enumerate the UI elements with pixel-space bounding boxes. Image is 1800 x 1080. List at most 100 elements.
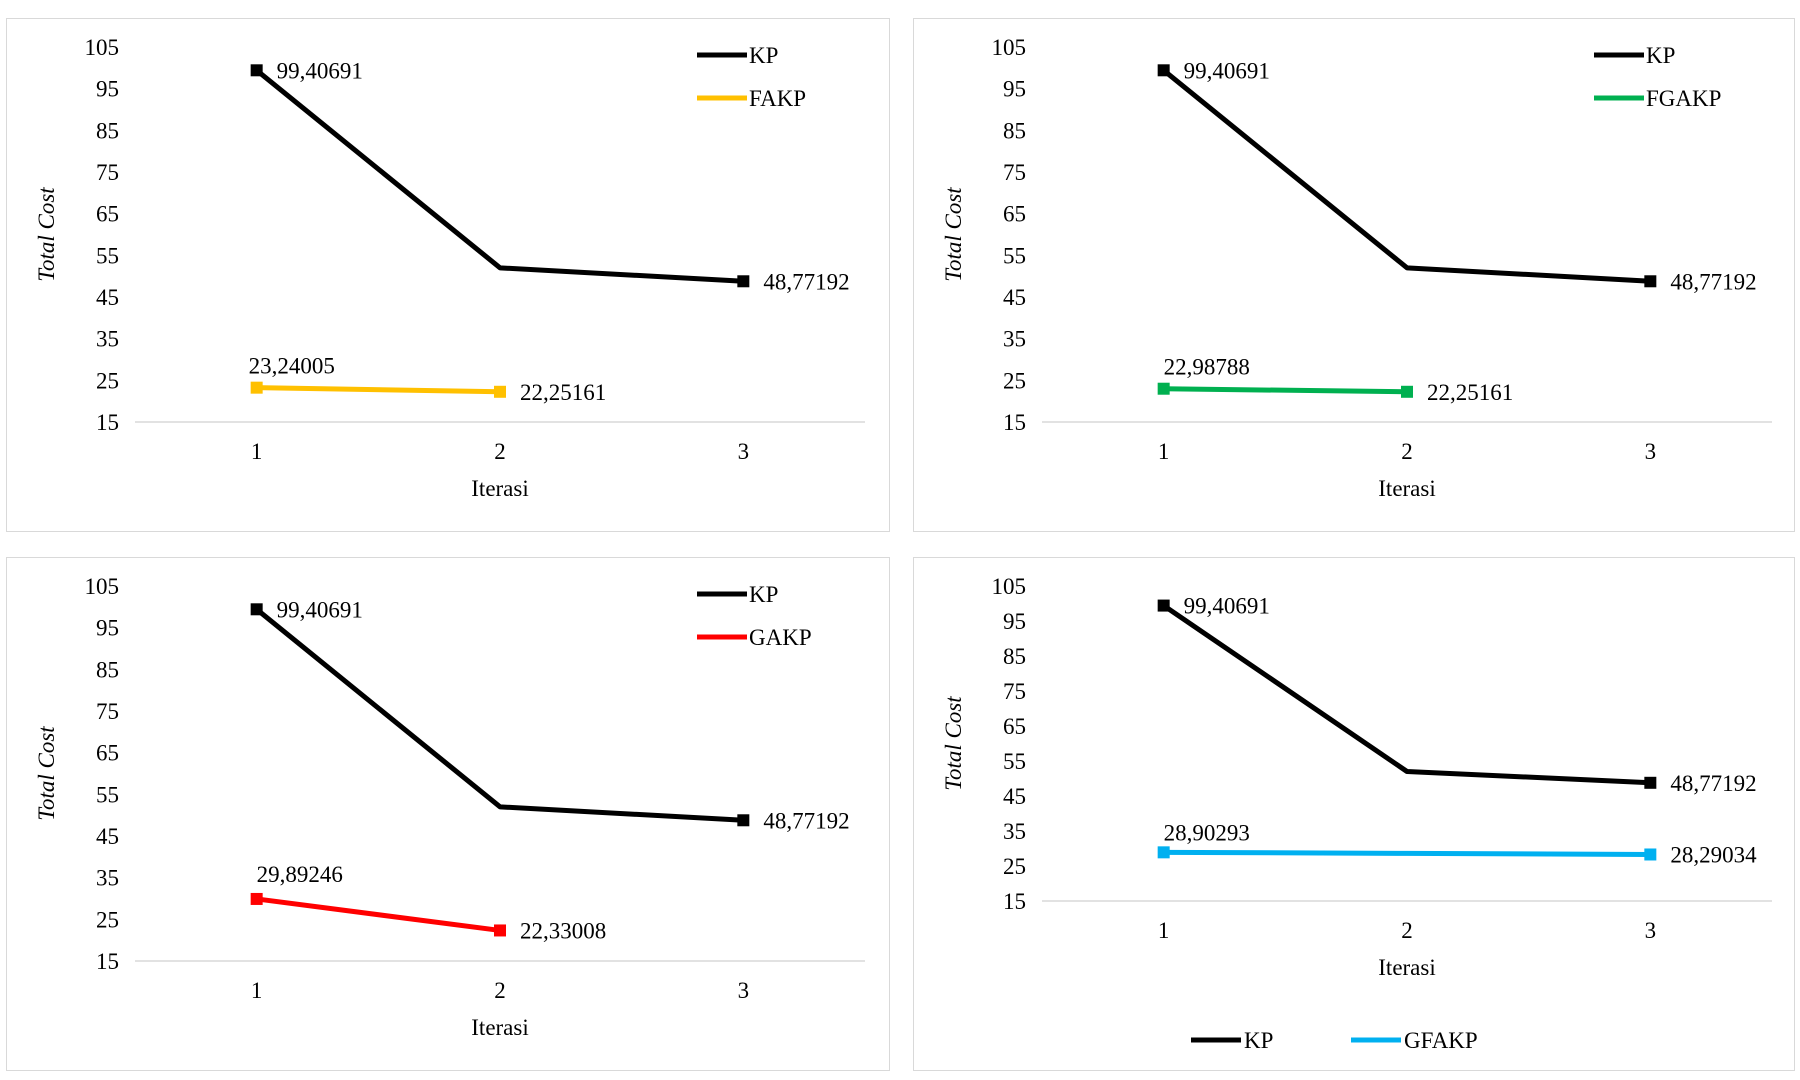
- series-line-gfakp: [1163, 849, 1651, 857]
- data-label-gfakp: 28,90293: [1164, 820, 1250, 845]
- data-marker-kp: [737, 814, 750, 827]
- y-tick-label: 55: [1003, 749, 1026, 774]
- y-axis-title: Total Cost: [34, 726, 59, 821]
- x-tick-label: 3: [1645, 918, 1657, 943]
- y-tick-label: 35: [96, 327, 119, 352]
- series-line-kp: [1162, 603, 1651, 786]
- y-tick-label: 15: [96, 949, 119, 974]
- series-line-fgakp: [1163, 386, 1408, 395]
- y-axis-title: Total Cost: [941, 187, 966, 282]
- line-chart-gakp: 15 25 35 45 55 65 75 85 95 105 1 2 3 Iterasi Total Cos…: [34, 574, 865, 1040]
- y-tick-label: 55: [96, 243, 119, 268]
- y-tick-label: 45: [96, 285, 119, 310]
- data-marker-kp: [1157, 64, 1170, 77]
- y-tick-label: 85: [96, 657, 119, 682]
- y-tick-label: 85: [96, 118, 119, 143]
- data-marker-kp: [1644, 776, 1657, 789]
- x-tick-label: 1: [1158, 439, 1170, 464]
- y-tick-label: 25: [96, 368, 119, 393]
- series-line-fakp: [256, 385, 501, 395]
- data-label-gakp: 29,89246: [257, 862, 343, 887]
- series-line-kp: [255, 68, 744, 284]
- y-tick-label: 25: [1003, 368, 1026, 393]
- data-marker-fgakp: [1401, 385, 1413, 398]
- x-tick-label: 2: [494, 978, 506, 1003]
- y-tick-label: 75: [1003, 679, 1026, 704]
- legend-label-fgakp: FGAKP: [1646, 86, 1721, 111]
- series-line-kp: [255, 607, 744, 823]
- x-tick-label: 1: [251, 439, 263, 464]
- legend-label-gfakp: GFAKP: [1404, 1028, 1478, 1053]
- y-tick-label: 105: [992, 574, 1027, 599]
- x-tick-label: 3: [1645, 439, 1657, 464]
- y-tick-label: 75: [96, 160, 119, 185]
- data-marker-kp: [1644, 275, 1657, 288]
- chart-panel-gakp: 15 25 35 45 55 65 75 85 95 105 1 2 3 Iterasi Total Cos…: [6, 557, 890, 1071]
- data-label-kp: 99,40691: [1184, 58, 1270, 83]
- data-label-fakp: 23,24005: [249, 354, 335, 379]
- y-tick-label: 95: [96, 616, 119, 641]
- chart-panel-gfakp: 15 25 35 45 55 65 75 85 95 105 1 2 3 Iterasi Total Cos…: [913, 557, 1795, 1071]
- data-label-kp: 99,40691: [277, 597, 363, 622]
- data-label-kp: 48,77192: [763, 808, 849, 833]
- legend-label-kp: KP: [1646, 43, 1675, 68]
- y-tick-label: 95: [1003, 77, 1026, 102]
- data-marker-gfakp: [1157, 846, 1170, 859]
- line-chart-fgakp: 15 25 35 45 55 65 75 85 95 105 1 2 3 Iterasi Total Cos…: [941, 35, 1772, 501]
- x-tick-label: 2: [494, 439, 506, 464]
- line-chart-fakp: 15 25 35 45 55 65 75 85 95 105 1 2 3 Iterasi Total Cos…: [34, 35, 865, 501]
- data-marker-kp: [737, 275, 750, 288]
- y-tick-label: 95: [1003, 609, 1026, 634]
- y-tick-label: 25: [1003, 854, 1026, 879]
- x-axis-title: Iterasi: [1378, 955, 1435, 980]
- data-label-fakp: 22,25161: [520, 380, 606, 405]
- x-tick-label: 3: [738, 439, 750, 464]
- data-marker-fakp: [250, 381, 263, 394]
- y-tick-label: 45: [96, 824, 119, 849]
- y-tick-label: 25: [96, 907, 119, 932]
- x-tick-label: 1: [1158, 918, 1170, 943]
- legend-label-kp: KP: [749, 582, 778, 607]
- x-tick-label: 1: [251, 978, 263, 1003]
- data-marker-gakp: [494, 924, 506, 937]
- data-label-gfakp: 28,29034: [1670, 842, 1757, 867]
- legend-label-gakp: GAKP: [749, 625, 812, 650]
- x-axis-title: Iterasi: [1378, 476, 1435, 501]
- data-label-kp: 48,77192: [1670, 269, 1756, 294]
- y-tick-label: 85: [1003, 118, 1026, 143]
- x-axis-title: Iterasi: [471, 1015, 528, 1040]
- data-label-kp: 99,40691: [1184, 594, 1270, 619]
- y-tick-label: 15: [1003, 410, 1026, 435]
- data-label-kp: 48,77192: [763, 269, 849, 294]
- y-tick-label: 35: [1003, 327, 1026, 352]
- y-tick-label: 15: [96, 410, 119, 435]
- y-tick-label: 45: [1003, 285, 1026, 310]
- y-tick-label: 15: [1003, 889, 1026, 914]
- y-tick-label: 105: [85, 574, 120, 599]
- chart-panel-fgakp: 15 25 35 45 55 65 75 85 95 105 1 2 3 Iterasi Total Cos…: [913, 18, 1795, 532]
- data-marker-fakp: [494, 385, 506, 398]
- data-label-gakp: 22,33008: [520, 918, 606, 943]
- data-marker-kp: [250, 64, 263, 77]
- data-marker-fgakp: [1157, 382, 1170, 395]
- legend-label-kp: KP: [749, 43, 778, 68]
- y-tick-label: 65: [1003, 714, 1026, 739]
- y-tick-label: 65: [96, 741, 119, 766]
- y-tick-label: 75: [96, 699, 119, 724]
- y-tick-label: 45: [1003, 784, 1026, 809]
- series-line-gakp: [256, 896, 501, 933]
- series-line-kp: [1162, 68, 1651, 284]
- y-tick-label: 85: [1003, 644, 1026, 669]
- x-axis-title: Iterasi: [471, 476, 528, 501]
- y-tick-label: 35: [96, 866, 119, 891]
- x-tick-label: 2: [1401, 918, 1413, 943]
- data-marker-kp: [1157, 599, 1170, 612]
- y-tick-label: 55: [96, 782, 119, 807]
- data-label-kp: 99,40691: [277, 58, 363, 83]
- data-marker-gakp: [250, 892, 263, 905]
- x-tick-label: 2: [1401, 439, 1413, 464]
- data-label-fgakp: 22,25161: [1427, 380, 1513, 405]
- y-tick-label: 55: [1003, 243, 1026, 268]
- line-chart-gfakp: 15 25 35 45 55 65 75 85 95 105 1 2 3 Iterasi Total Cos…: [941, 574, 1772, 1053]
- y-tick-label: 105: [992, 35, 1027, 60]
